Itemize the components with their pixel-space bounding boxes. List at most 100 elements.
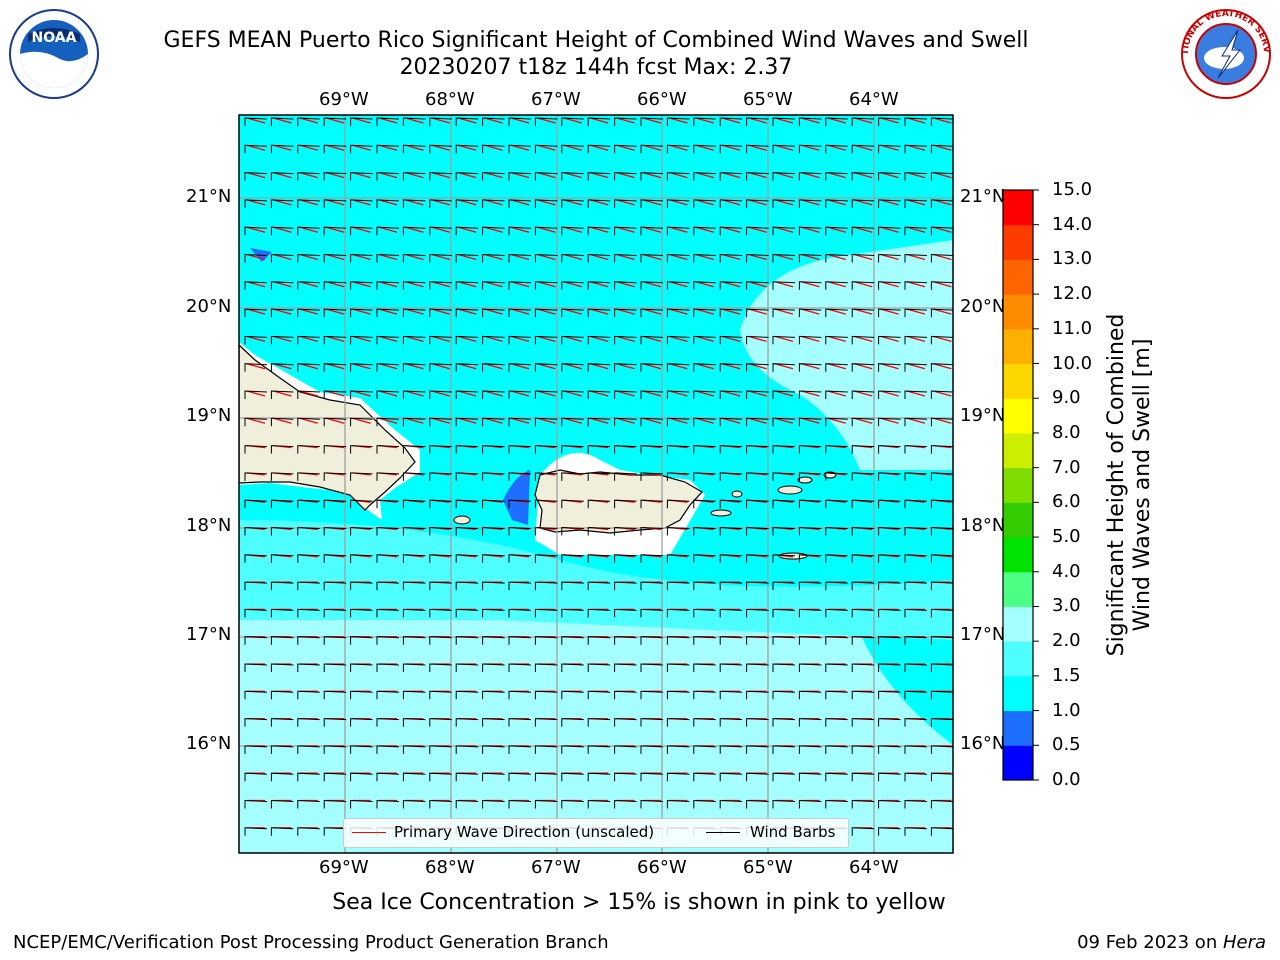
colorbar-frame (1002, 189, 1034, 781)
colorbar-swatch (1003, 363, 1033, 399)
wind-barb (693, 308, 716, 318)
wind-barb (508, 472, 532, 481)
wind-barb (904, 827, 928, 836)
wind-barb (482, 663, 505, 672)
wind-barb (614, 199, 637, 208)
wind-barb (350, 281, 373, 290)
wind-barb (904, 199, 928, 208)
wave-direction-arrow (299, 171, 318, 179)
wave-direction-arrow (563, 335, 582, 343)
wind-barb (587, 636, 611, 645)
wind-barb (772, 499, 796, 509)
wind-barb (640, 445, 664, 454)
wind-barb (693, 608, 716, 618)
wave-direction-arrow (431, 390, 450, 397)
wave-direction-arrow (642, 390, 662, 397)
wind-barb (402, 226, 426, 236)
colorbar-swatch (1003, 328, 1033, 365)
wind-barb (508, 772, 532, 782)
wind-barb (772, 718, 796, 727)
wind-barb (614, 526, 637, 536)
wave-direction-arrow (352, 117, 371, 124)
wind-barb (350, 390, 373, 399)
wind-barb (719, 390, 743, 399)
wave-direction-arrow (722, 199, 741, 206)
wind-barb (455, 199, 479, 208)
wave-direction-arrow (484, 335, 503, 343)
wind-barb (719, 144, 743, 154)
wave-direction-arrow (669, 253, 688, 261)
wind-barb (534, 718, 558, 727)
wind-barb (244, 827, 268, 836)
wind-barb (508, 636, 532, 645)
wind-barb (719, 554, 743, 563)
wind-barb (825, 772, 848, 782)
wind-barb (666, 199, 690, 208)
wind-barb (534, 335, 558, 345)
land-island (710, 509, 732, 517)
wind-barb (508, 253, 532, 263)
wave-direction-arrow (695, 171, 714, 179)
wave-direction-arrow (880, 144, 899, 151)
wind-barb (719, 636, 743, 645)
wind-barb (878, 581, 901, 591)
wind-barb (402, 690, 426, 700)
wind-barb (878, 226, 901, 236)
wave-direction-arrow (616, 335, 635, 343)
wind-barb (508, 445, 532, 454)
wave-direction-arrow (563, 363, 582, 370)
wave-direction-arrow (748, 281, 767, 288)
wind-barb (693, 281, 716, 290)
wind-barb (350, 581, 373, 591)
wind-barb (323, 390, 347, 399)
wind-barb (244, 117, 268, 126)
wind-barb (350, 472, 373, 481)
wave-direction-arrow (695, 226, 714, 233)
wave-direction-arrow (933, 417, 952, 424)
wind-barb (851, 417, 875, 427)
wind-barb (693, 745, 716, 754)
wind-barb (323, 608, 347, 618)
wind-barb (693, 335, 716, 345)
wind-barb (587, 172, 611, 181)
wave-direction-arrow (801, 226, 820, 233)
wave-direction-arrow (326, 117, 345, 124)
wind-barb (587, 745, 611, 754)
colorbar-tick-label: 2.0 (1052, 630, 1081, 652)
wave-direction-arrow (537, 281, 556, 288)
wind-barb (323, 253, 347, 263)
wind-barb (798, 226, 822, 236)
colorbar-swatch (1003, 710, 1033, 746)
wind-barb (878, 827, 901, 836)
colorbar-swatch (1003, 432, 1033, 469)
colorbar-tick-label: 3.0 (1052, 595, 1081, 617)
wave-direction-arrow (273, 253, 292, 261)
wave-direction-arrow (854, 417, 873, 424)
wind-barb (323, 526, 347, 536)
wind-barb (904, 772, 928, 782)
lat-label-left: 18°N (186, 515, 232, 536)
wave-direction-arrow (326, 281, 345, 288)
wave-direction-arrow (246, 199, 266, 206)
wind-barb (666, 636, 690, 645)
wind-barb (350, 636, 373, 645)
wave-direction-arrow (906, 117, 926, 124)
wave-direction-arrow (510, 171, 530, 179)
wave-direction-arrow (774, 281, 794, 288)
wind-barb (825, 390, 848, 399)
wind-barb (429, 472, 452, 481)
wind-barb (402, 663, 426, 672)
wind-barb (798, 117, 822, 126)
wind-barb (429, 199, 452, 208)
wind-barb (693, 226, 716, 236)
wind-barb (534, 390, 558, 399)
wave-direction-arrow (405, 226, 424, 233)
wind-barb (244, 172, 268, 181)
wind-barb (930, 363, 953, 372)
wind-barb (587, 526, 611, 536)
wind-barb (878, 745, 901, 754)
wave-direction-arrow (431, 144, 450, 151)
wind-barb (851, 172, 875, 181)
wave-direction-arrow (616, 199, 635, 206)
wave-direction-arrow (458, 417, 477, 424)
